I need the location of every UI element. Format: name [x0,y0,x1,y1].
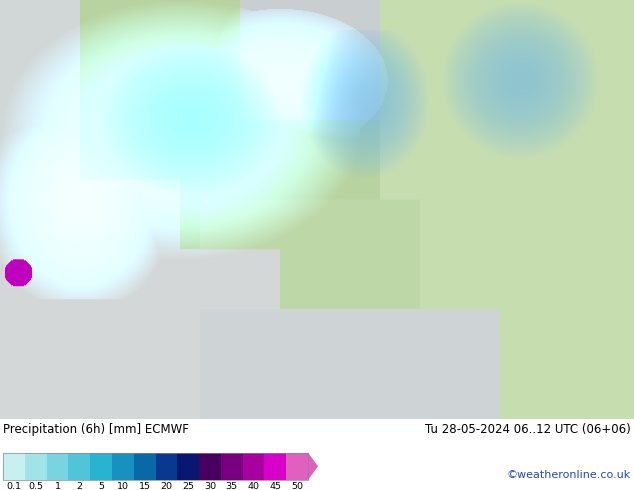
Bar [3,452,308,480]
Bar [112,452,134,480]
Text: 45: 45 [269,482,281,490]
Bar [221,452,243,480]
Text: 25: 25 [182,482,194,490]
Text: 35: 35 [226,482,238,490]
Text: 0.5: 0.5 [28,482,43,490]
Text: Tu 28-05-2024 06..12 UTC (06+06): Tu 28-05-2024 06..12 UTC (06+06) [425,423,631,436]
Bar [68,452,90,480]
Text: 10: 10 [117,482,129,490]
Text: 20: 20 [160,482,172,490]
Bar [90,452,112,480]
Bar [155,452,178,480]
Bar [243,452,264,480]
Bar [199,452,221,480]
Text: 5: 5 [98,482,104,490]
Text: 30: 30 [204,482,216,490]
Text: Precipitation (6h) [mm] ECMWF: Precipitation (6h) [mm] ECMWF [3,423,189,436]
Polygon shape [308,452,318,480]
Text: 15: 15 [139,482,151,490]
Text: 50: 50 [291,482,303,490]
Bar [25,452,46,480]
Bar [286,452,308,480]
Text: 2: 2 [76,482,82,490]
Text: 0.1: 0.1 [6,482,22,490]
Bar [3,452,25,480]
Bar [46,452,68,480]
Text: 1: 1 [55,482,60,490]
Text: 40: 40 [247,482,259,490]
Bar [134,452,155,480]
Bar [178,452,199,480]
Bar [264,452,286,480]
Text: ©weatheronline.co.uk: ©weatheronline.co.uk [507,470,631,480]
